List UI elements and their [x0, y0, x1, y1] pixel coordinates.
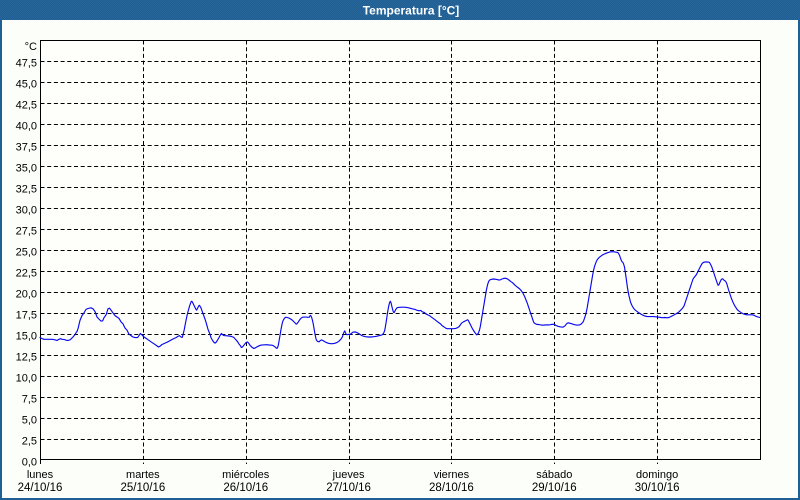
svg-text:35,0: 35,0 [16, 163, 37, 175]
svg-text:lunes: lunes [27, 469, 54, 481]
svg-text:martes: martes [126, 469, 160, 481]
svg-text:0,0: 0,0 [22, 457, 37, 469]
svg-text:32,5: 32,5 [16, 184, 37, 196]
svg-text:5,0: 5,0 [22, 415, 37, 427]
svg-text:12,5: 12,5 [16, 352, 37, 364]
svg-text:viernes: viernes [434, 469, 470, 481]
svg-text:26/10/16: 26/10/16 [223, 482, 268, 494]
svg-text:42,5: 42,5 [16, 100, 37, 112]
svg-text:30/10/16: 30/10/16 [635, 482, 680, 494]
svg-text:17,5: 17,5 [16, 310, 37, 322]
svg-text:°C: °C [25, 41, 37, 53]
svg-text:28/10/16: 28/10/16 [429, 482, 474, 494]
svg-text:29/10/16: 29/10/16 [532, 482, 577, 494]
svg-text:37,5: 37,5 [16, 142, 37, 154]
svg-text:47,5: 47,5 [16, 58, 37, 70]
svg-text:jueves: jueves [332, 469, 365, 481]
svg-text:miércoles: miércoles [222, 469, 270, 481]
svg-text:22,5: 22,5 [16, 268, 37, 280]
svg-text:7,5: 7,5 [22, 394, 37, 406]
svg-text:45,0: 45,0 [16, 79, 37, 91]
svg-text:15,0: 15,0 [16, 331, 37, 343]
svg-text:27,5: 27,5 [16, 226, 37, 238]
svg-text:sábado: sábado [536, 469, 572, 481]
svg-text:20,0: 20,0 [16, 289, 37, 301]
svg-text:27/10/16: 27/10/16 [326, 482, 371, 494]
svg-text:25,0: 25,0 [16, 247, 37, 259]
svg-text:40,0: 40,0 [16, 121, 37, 133]
svg-text:25/10/16: 25/10/16 [120, 482, 165, 494]
svg-text:10,0: 10,0 [16, 373, 37, 385]
svg-text:domingo: domingo [636, 469, 678, 481]
svg-text:24/10/16: 24/10/16 [18, 482, 63, 494]
svg-text:30,0: 30,0 [16, 205, 37, 217]
svg-text:2,5: 2,5 [22, 436, 37, 448]
svg-text:Temperatura [°C]: Temperatura [°C] [363, 4, 460, 18]
